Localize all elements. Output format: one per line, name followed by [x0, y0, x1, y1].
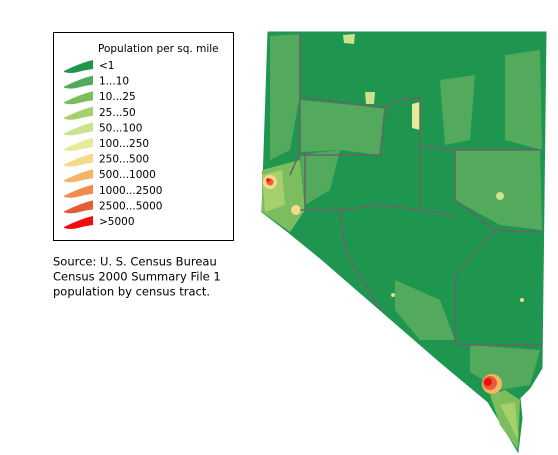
county-border [339, 204, 456, 216]
urban-area [484, 378, 492, 386]
region [440, 75, 475, 145]
region [412, 102, 420, 130]
region [270, 34, 300, 160]
county-border [454, 229, 542, 346]
legend-swatch [64, 91, 93, 105]
urban-area [496, 192, 504, 200]
county-border [299, 96, 386, 156]
legend-items: <1 1...10 10...25 25...50 50...100 100...250 2… [64, 60, 162, 229]
legend-swatch [64, 184, 93, 198]
urban-area [520, 298, 524, 302]
legend-label: 1000...2500 [99, 185, 162, 197]
legend-label: 250...500 [99, 154, 149, 166]
legend-label: 25...50 [99, 107, 136, 119]
legend-label: 500...1000 [99, 169, 156, 181]
legend-swatch [64, 169, 93, 183]
county-border [289, 32, 301, 176]
legend-label: 2500...5000 [99, 200, 162, 212]
urban-area [291, 205, 301, 215]
region [500, 402, 518, 440]
county-borders [289, 32, 543, 346]
legend-label: 1...10 [99, 76, 129, 88]
urban-area [266, 178, 270, 182]
source-line: Source: U. S. Census Bureau [53, 255, 217, 269]
legend-swatch [64, 200, 93, 214]
source-line: Census 2000 Summary File 1 [53, 270, 221, 284]
legend-label: 100...250 [99, 138, 149, 150]
region [395, 280, 455, 340]
region [455, 150, 542, 230]
region [365, 92, 375, 104]
region [300, 100, 385, 155]
legend-swatch [64, 75, 93, 89]
legend-swatch [64, 138, 93, 151]
legend-label: <1 [99, 60, 114, 72]
legend-swatch [64, 60, 93, 73]
legend-swatch [64, 106, 93, 120]
legend-label: 50...100 [99, 122, 142, 134]
legend-label: >5000 [99, 216, 135, 228]
legend-title: Population per sq. mile [98, 43, 219, 55]
legend-swatch [64, 122, 93, 136]
legend-label: 10...25 [99, 91, 136, 103]
nevada-map [261, 31, 547, 454]
county-border [300, 209, 381, 311]
region [343, 34, 355, 44]
legend-swatch [64, 153, 93, 167]
urban-area [391, 293, 395, 297]
region [505, 50, 542, 150]
county-border [494, 229, 543, 233]
region [300, 150, 340, 205]
source-line: population by census tract. [53, 285, 210, 299]
legend-swatch [64, 216, 93, 229]
